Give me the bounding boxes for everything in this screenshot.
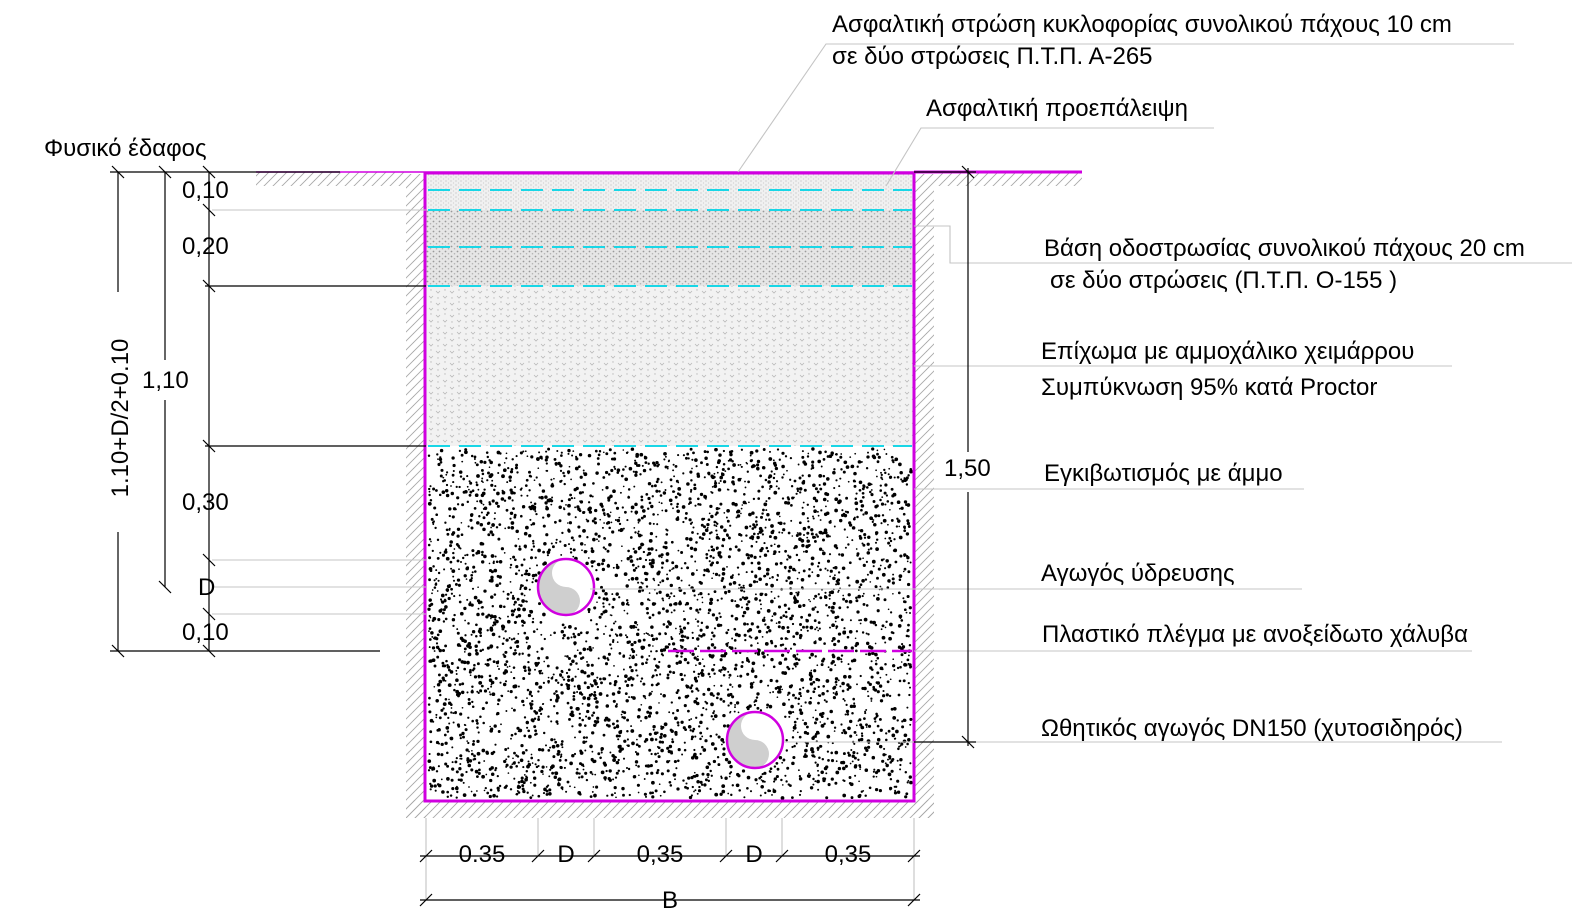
- soil-hatch-left-wall: [406, 174, 426, 818]
- label-backfill-line2: Συμπύκνωση 95% κατά Proctor: [1041, 374, 1377, 401]
- label-sand-bedding: Εγκιβωτισμός με άμμο: [1044, 460, 1283, 487]
- dim-asphalt: 0,10: [182, 177, 229, 204]
- leader-asphalt: [737, 43, 1514, 173]
- label-base-line1: Βάση οδοστρωσίας συνολικού πάχους 20 cm: [1044, 235, 1525, 262]
- force-main-pipe: [725, 710, 785, 770]
- label-plastic-mesh: Πλαστικό πλέγμα με ανοξείδωτο χάλυβα: [1042, 621, 1468, 648]
- soil-hatch-right-wall: [914, 174, 934, 818]
- dim-pipe: D: [198, 574, 215, 601]
- trench-outline: [423, 171, 916, 803]
- dim-base: 0,20: [182, 233, 229, 260]
- label-base-line2: σε δύο στρώσεις (Π.Τ.Π. Ο-155 ): [1050, 267, 1397, 294]
- soil-hatch-ground-right: [934, 172, 1082, 186]
- dim-bottom-pipe1: D: [557, 841, 574, 868]
- dim-bottom-gap1: 0.35: [459, 841, 506, 868]
- dim-left-depth: 1,10: [142, 367, 189, 394]
- dim-bottom-pipe2: D: [745, 841, 762, 868]
- dim-bottom-width: B: [662, 887, 678, 911]
- water-supply-pipe: [536, 557, 596, 617]
- asphalt-layer: [426, 174, 914, 210]
- dim-left-total: 1.10+D/2+0.10: [107, 339, 134, 498]
- dim-sand-cover: 0,30: [182, 489, 229, 516]
- label-asphalt-line2: σε δύο στρώσεις Π.Τ.Π. Α-265: [832, 43, 1153, 70]
- label-natural-ground: Φυσικό έδαφος: [44, 135, 207, 162]
- dim-bottom-gap2: 0,35: [637, 841, 684, 868]
- leader-base: [914, 225, 1572, 264]
- label-force-main: Ωθητικός αγωγός DN150 (χυτοσιδηρός): [1041, 715, 1463, 742]
- gravel-backfill-layer: [426, 286, 914, 446]
- dim-bedding: 0,10: [182, 619, 229, 646]
- label-water-pipe: Αγωγός ύδρευσης: [1041, 560, 1235, 587]
- dim-right-total: 1,50: [944, 455, 991, 482]
- label-asphalt-line1: Ασφαλτική στρώση κυκλοφορίας συνολικού π…: [832, 11, 1452, 38]
- label-backfill-line1: Επίχωμα με αμμοχάλικο χειμάρρου: [1041, 338, 1414, 365]
- dimension-ticks: [111, 165, 975, 907]
- dim-bottom-gap3: 0,35: [825, 841, 872, 868]
- label-prime-coat: Ασφαλτική προεπάλειψη: [926, 95, 1188, 122]
- soil-hatch-ground-left: [256, 172, 406, 186]
- leader-prime-coat: [885, 127, 1214, 187]
- soil-hatch-bottom: [406, 800, 934, 818]
